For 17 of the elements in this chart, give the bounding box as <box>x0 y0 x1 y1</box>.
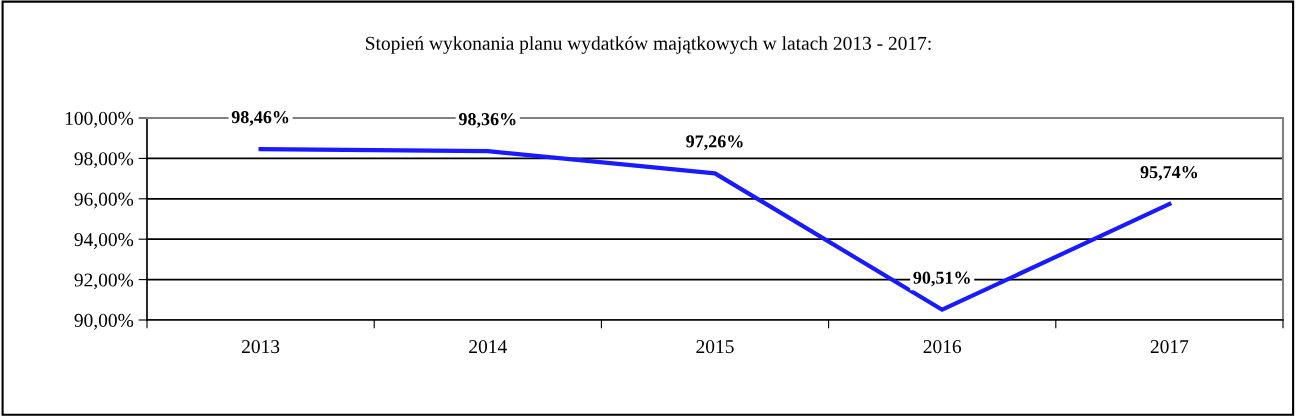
x-tick-label: 2015 <box>696 340 734 354</box>
y-tick-label: 92,00% <box>74 273 134 290</box>
data-label: 98,46% <box>231 111 289 126</box>
data-label: 98,36% <box>458 113 516 128</box>
y-tick-label: 98,00% <box>74 152 134 169</box>
x-tick-label: 2016 <box>923 340 962 354</box>
y-tick-label: 96,00% <box>74 192 134 209</box>
data-label: 95,74% <box>1140 165 1198 181</box>
y-tick-label: 100,00% <box>65 111 134 128</box>
data-label: 97,26% <box>686 135 743 151</box>
y-tick-label: 94,00% <box>74 233 134 249</box>
data-label: 90,51% <box>913 271 970 287</box>
x-tick-label: 2017 <box>1150 340 1189 354</box>
x-tick-label: 2013 <box>242 340 280 354</box>
y-tick-label: 90,00% <box>74 313 134 330</box>
x-tick-label: 2014 <box>469 340 507 354</box>
chart-title: Stopień wykonania planu wydatków majątkowych w latach 2013 - 2017: <box>366 36 931 54</box>
